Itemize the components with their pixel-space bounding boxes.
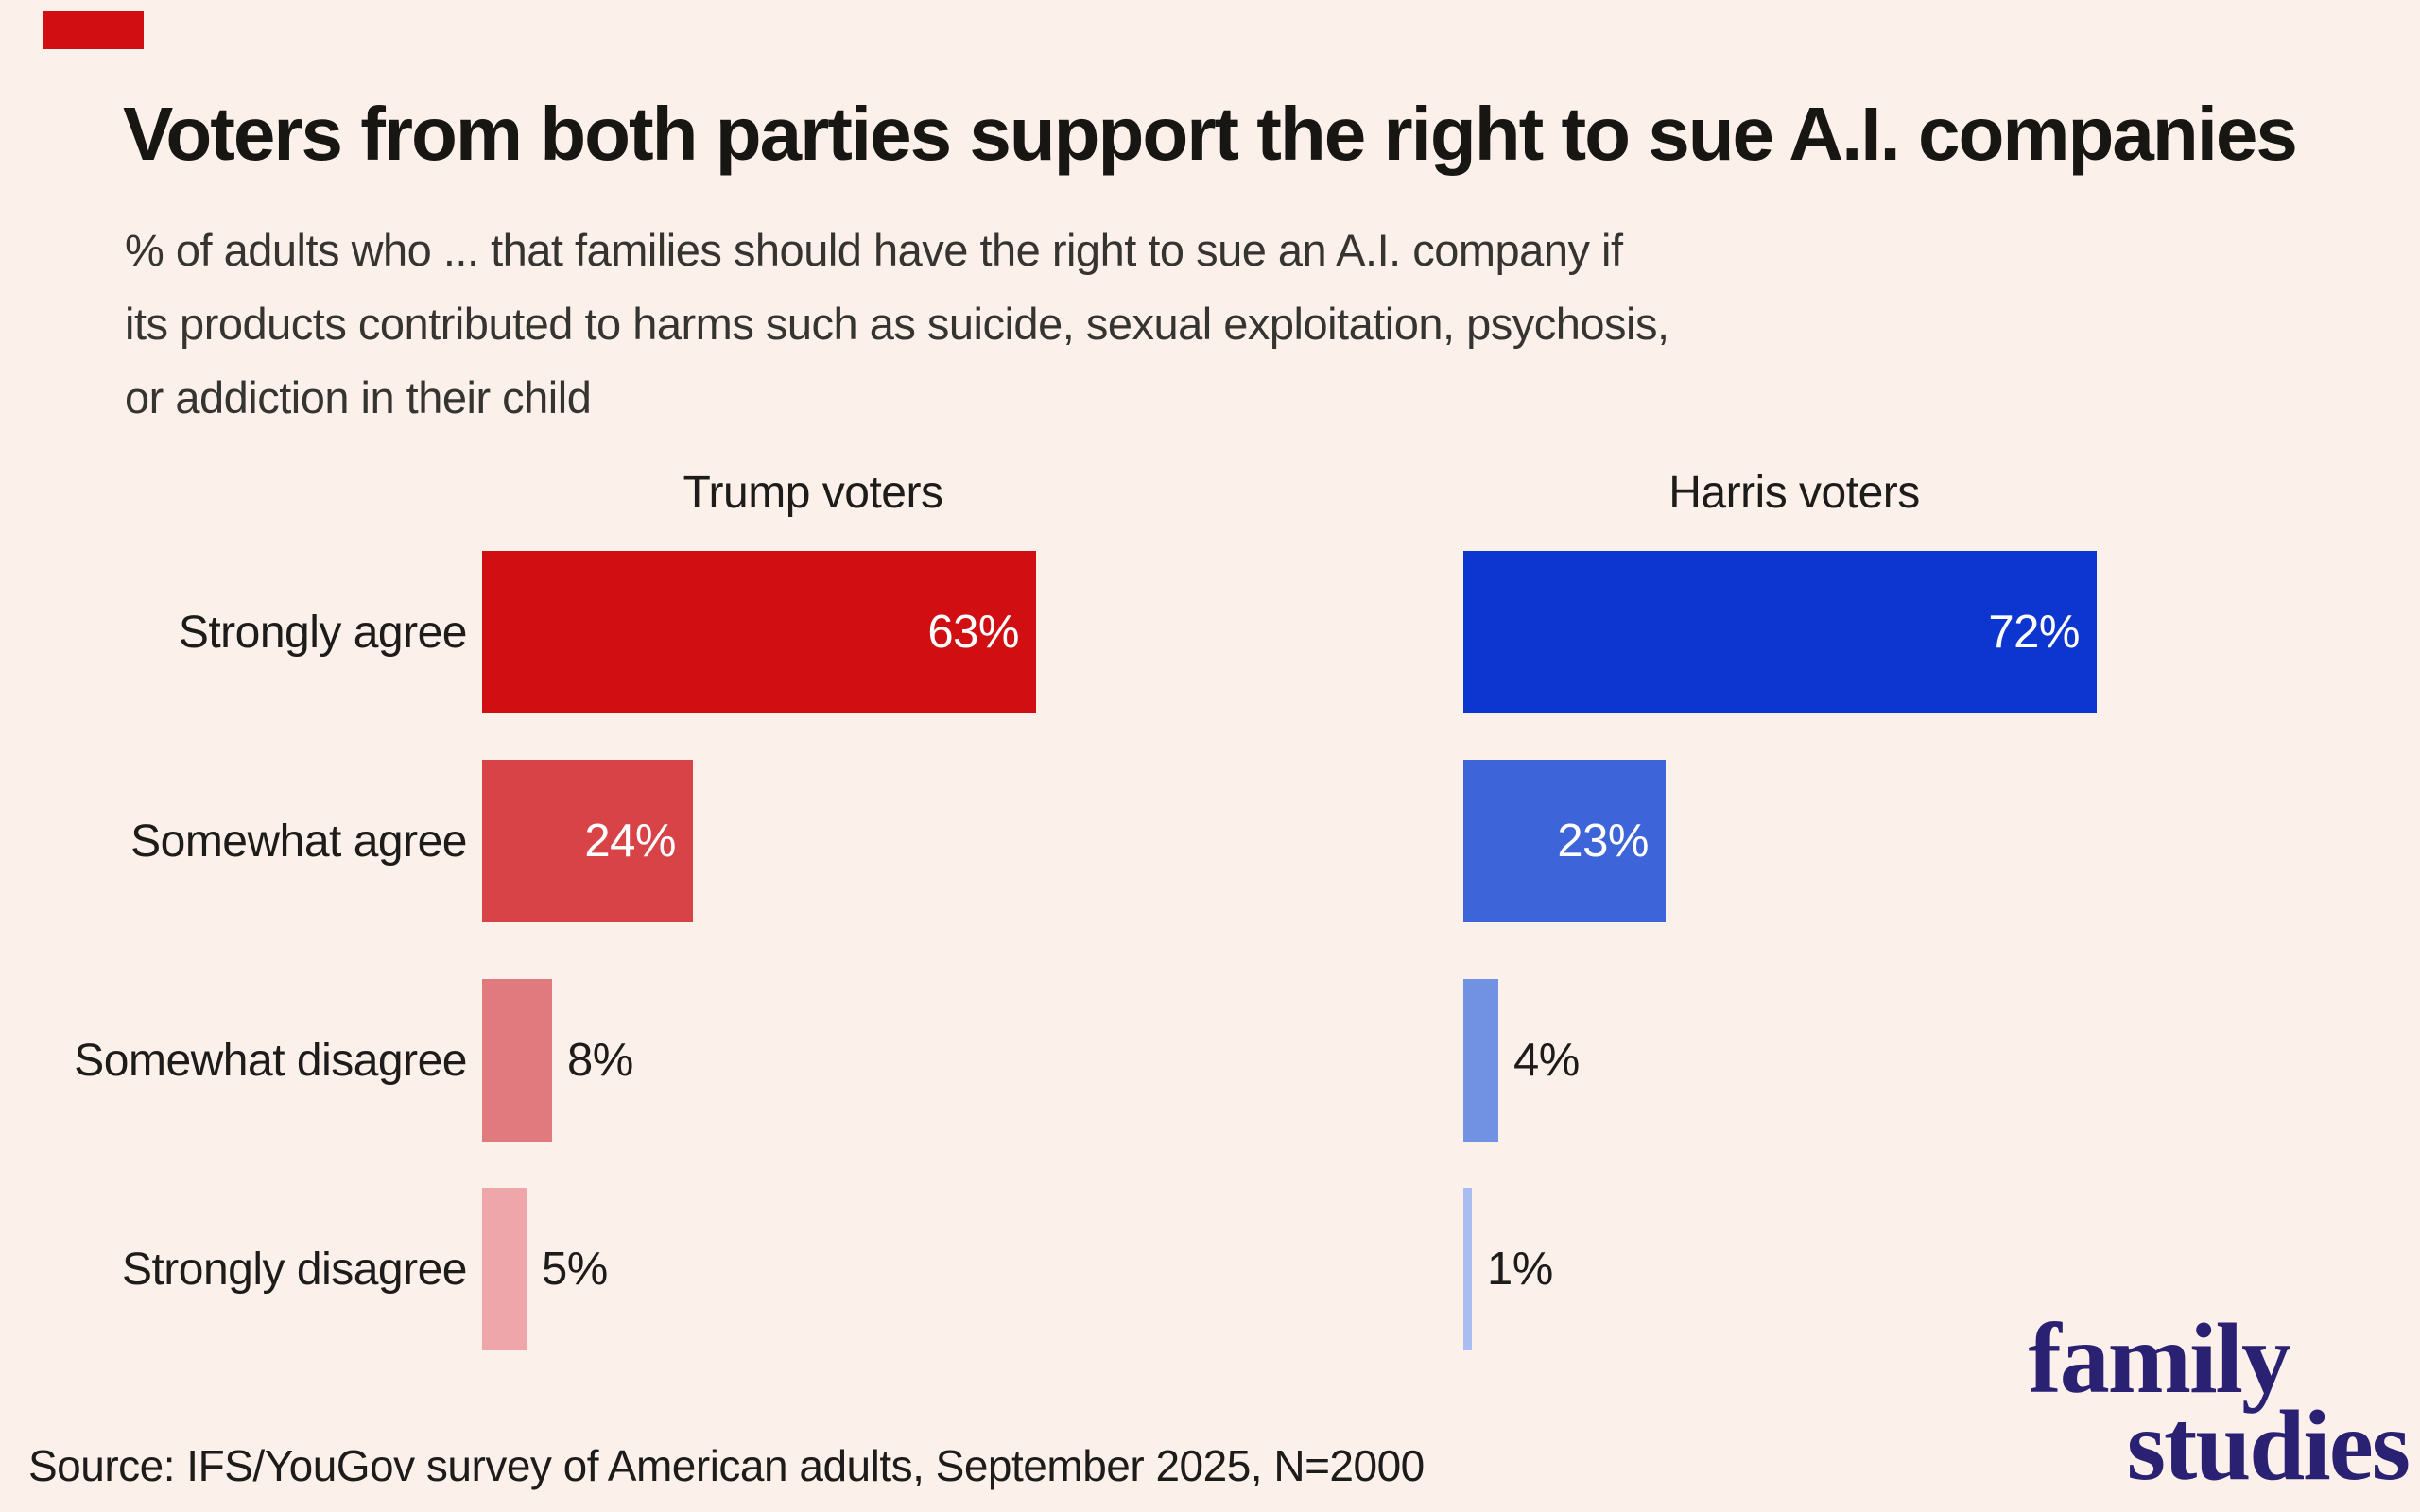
subtitle-line-2: its products contributed to harms such a… bbox=[125, 299, 1669, 349]
category-label-strongly-agree: Strongly agree bbox=[178, 607, 468, 658]
value-label-harris-somewhat-disagree: 4% bbox=[1513, 1035, 1580, 1086]
value-label-harris-somewhat-agree: 23% bbox=[1557, 816, 1649, 867]
bar-trump-somewhat-disagree: 8% bbox=[482, 979, 633, 1142]
bar-trump-strongly-disagree: 5% bbox=[482, 1188, 608, 1350]
category-label-somewhat-agree: Somewhat agree bbox=[130, 816, 467, 867]
source-note: Source: IFS/YouGov survey of American ad… bbox=[28, 1441, 1425, 1490]
page-title: Voters from both parties support the rig… bbox=[123, 92, 2298, 176]
column-header-harris-voters: Harris voters bbox=[1668, 468, 1920, 518]
chart-row-somewhat-agree: Somewhat agree 24% 23% bbox=[0, 760, 2420, 922]
chart-subtitle: % of adults who ... that families should… bbox=[125, 214, 1669, 435]
value-label-trump-strongly-disagree: 5% bbox=[542, 1244, 608, 1295]
subtitle-line-3: or addiction in their child bbox=[125, 372, 592, 422]
subtitle-line-1: % of adults who ... that families should… bbox=[125, 225, 1623, 275]
chart-row-somewhat-disagree: Somewhat disagree 8% 4% bbox=[0, 979, 2420, 1142]
value-label-trump-somewhat-disagree: 8% bbox=[567, 1035, 633, 1086]
family-studies-logo: family studies bbox=[2028, 1303, 2411, 1501]
bar-harris-strongly-agree: 72% bbox=[1463, 551, 2097, 713]
logo-word-studies: studies bbox=[2126, 1390, 2411, 1501]
value-label-trump-somewhat-agree: 24% bbox=[584, 816, 676, 867]
bar-harris-somewhat-disagree: 4% bbox=[1463, 979, 1580, 1142]
bar-trump-somewhat-agree: 24% bbox=[482, 760, 693, 922]
chart-row-strongly-agree: Strongly agree 63% 72% bbox=[0, 551, 2420, 713]
bar-harris-strongly-disagree: 1% bbox=[1463, 1188, 1553, 1350]
category-label-strongly-disagree: Strongly disagree bbox=[121, 1244, 468, 1295]
category-label-somewhat-disagree: Somewhat disagree bbox=[74, 1035, 467, 1086]
column-header-trump-voters: Trump voters bbox=[683, 468, 943, 518]
logo-word-family: family bbox=[2028, 1303, 2291, 1414]
value-label-harris-strongly-agree: 72% bbox=[1988, 607, 2080, 658]
bar-trump-strongly-agree: 63% bbox=[482, 551, 1036, 713]
chart-row-strongly-disagree: Strongly disagree 5% 1% bbox=[0, 1188, 2420, 1350]
value-label-trump-strongly-agree: 63% bbox=[927, 607, 1019, 658]
value-label-harris-strongly-disagree: 1% bbox=[1487, 1244, 1553, 1295]
corner-marker-red bbox=[43, 11, 144, 49]
bar-harris-somewhat-agree: 23% bbox=[1463, 760, 1666, 922]
